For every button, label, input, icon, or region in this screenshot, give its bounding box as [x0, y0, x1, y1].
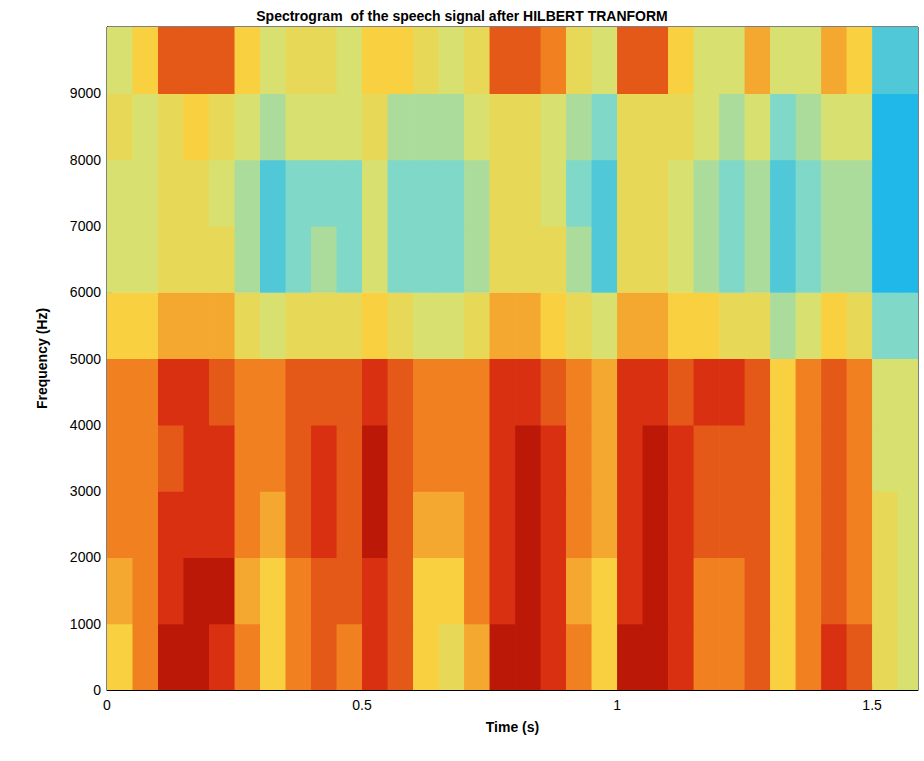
svg-text:9000: 9000	[70, 85, 101, 101]
svg-text:1000: 1000	[70, 616, 101, 632]
svg-text:0: 0	[93, 682, 101, 698]
svg-text:Frequency (Hz): Frequency (Hz)	[34, 308, 50, 409]
svg-text:Time (s): Time (s)	[486, 719, 539, 735]
svg-text:6000: 6000	[70, 284, 101, 300]
svg-text:7000: 7000	[70, 218, 101, 234]
svg-text:3000: 3000	[70, 483, 101, 499]
svg-text:4000: 4000	[70, 417, 101, 433]
svg-text:8000: 8000	[70, 152, 101, 168]
svg-text:0.5: 0.5	[352, 697, 372, 713]
svg-text:0: 0	[103, 697, 111, 713]
svg-text:1.5: 1.5	[862, 697, 882, 713]
svg-text:5000: 5000	[70, 351, 101, 367]
svg-text:1: 1	[613, 697, 621, 713]
svg-text:Spectrogram of the speech sig: Spectrogram of the speech signal after H…	[256, 8, 668, 24]
svg-text:2000: 2000	[70, 549, 101, 565]
